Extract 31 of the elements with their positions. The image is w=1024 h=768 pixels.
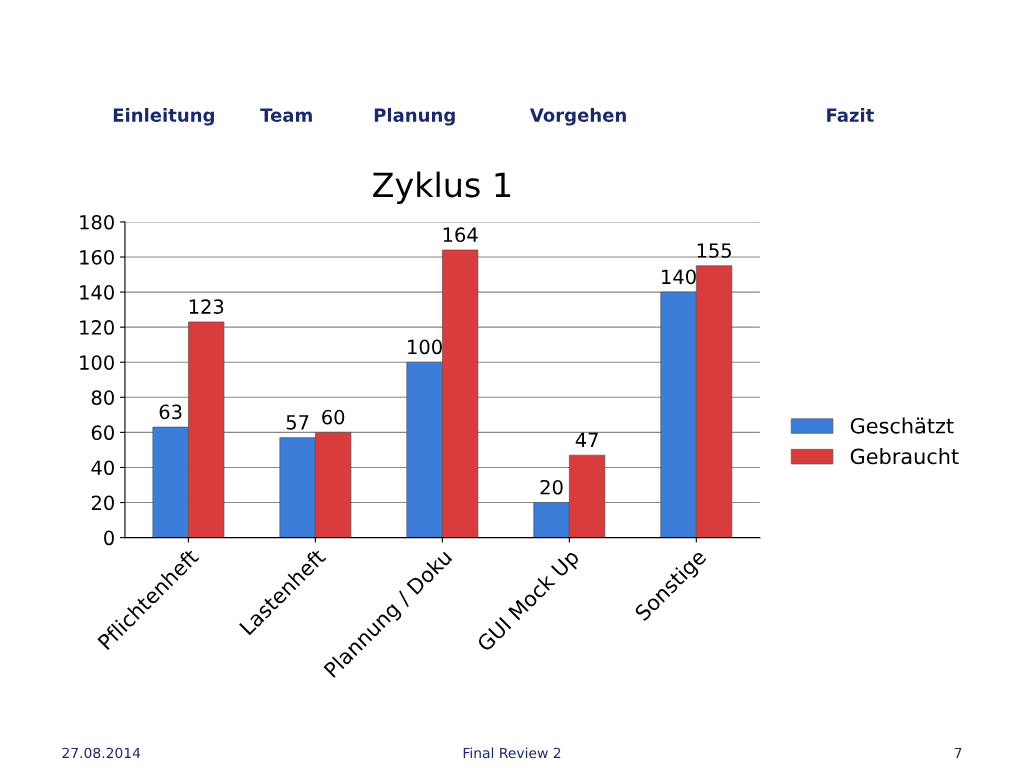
y-tick-label: 160 — [80, 249, 114, 265]
text: Planung — [374, 107, 455, 126]
y-tick-label: 0 — [104, 530, 114, 546]
data-label: 123 — [189, 299, 224, 314]
text: Vorgehen — [529, 107, 626, 126]
y-tick-label: 180 — [80, 214, 114, 230]
legend-label: Geschätzt — [850, 417, 954, 434]
data-label: 164 — [443, 227, 478, 243]
text: Final Review 2 — [463, 747, 561, 759]
y-tick-label: 80 — [91, 390, 114, 405]
y-tick-label: 140 — [80, 285, 114, 300]
data-label: 60 — [322, 409, 345, 425]
data-label: 155 — [697, 243, 731, 258]
y-tick-label: 20 — [91, 495, 114, 511]
legend-label: Gebraucht — [850, 448, 959, 465]
data-label: 100 — [408, 339, 442, 355]
y-tick-label: 40 — [91, 460, 114, 476]
y-tick-label: 60 — [91, 425, 114, 441]
data-label: 63 — [159, 404, 182, 420]
data-label: 140 — [662, 269, 696, 285]
y-tick-label: 120 — [80, 320, 114, 335]
data-label: 57 — [286, 415, 309, 430]
data-label: 20 — [540, 479, 563, 495]
text: 27.08.2014 — [62, 747, 141, 759]
y-tick-label: 100 — [80, 355, 114, 370]
text: 7 — [954, 747, 962, 759]
data-label: 47 — [575, 432, 598, 447]
text: Einleitung — [113, 107, 214, 126]
text: Fazit — [827, 108, 874, 122]
text: Team — [260, 108, 312, 122]
chart-title: Zyklus 1 — [373, 171, 510, 204]
